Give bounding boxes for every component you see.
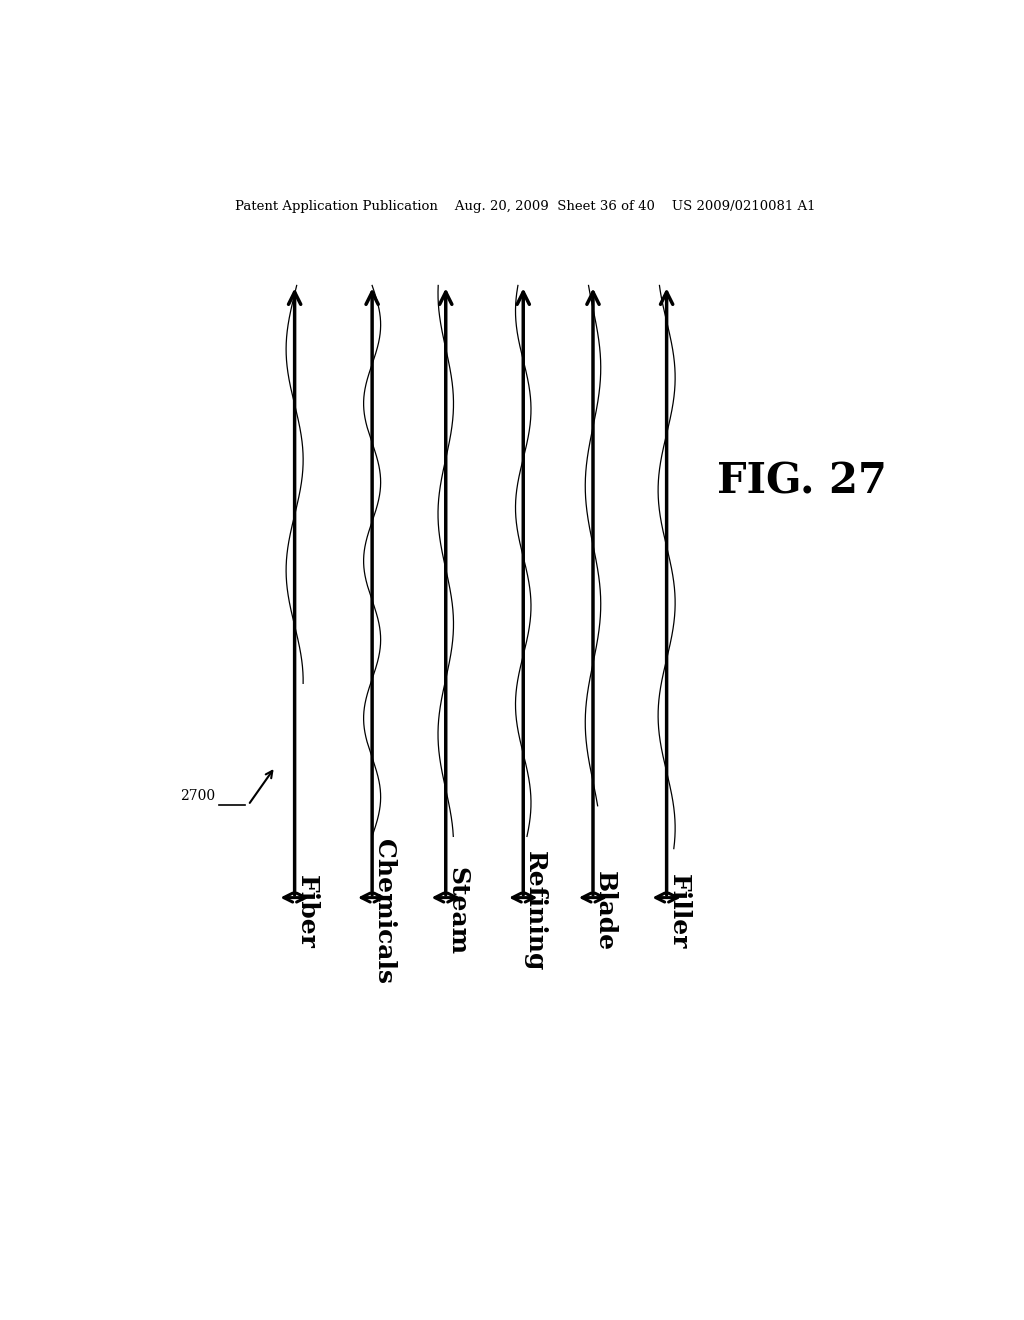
Text: 2700: 2700 — [180, 789, 216, 803]
Text: Refining: Refining — [523, 851, 547, 972]
Text: FIG. 27: FIG. 27 — [718, 461, 887, 503]
Text: Chemicals: Chemicals — [372, 840, 396, 983]
Text: Filler: Filler — [667, 874, 690, 949]
Text: Fiber: Fiber — [295, 875, 318, 948]
Text: Steam: Steam — [445, 867, 470, 956]
Text: Patent Application Publication    Aug. 20, 2009  Sheet 36 of 40    US 2009/02100: Patent Application Publication Aug. 20, … — [234, 199, 815, 213]
Text: Blade: Blade — [593, 871, 617, 952]
